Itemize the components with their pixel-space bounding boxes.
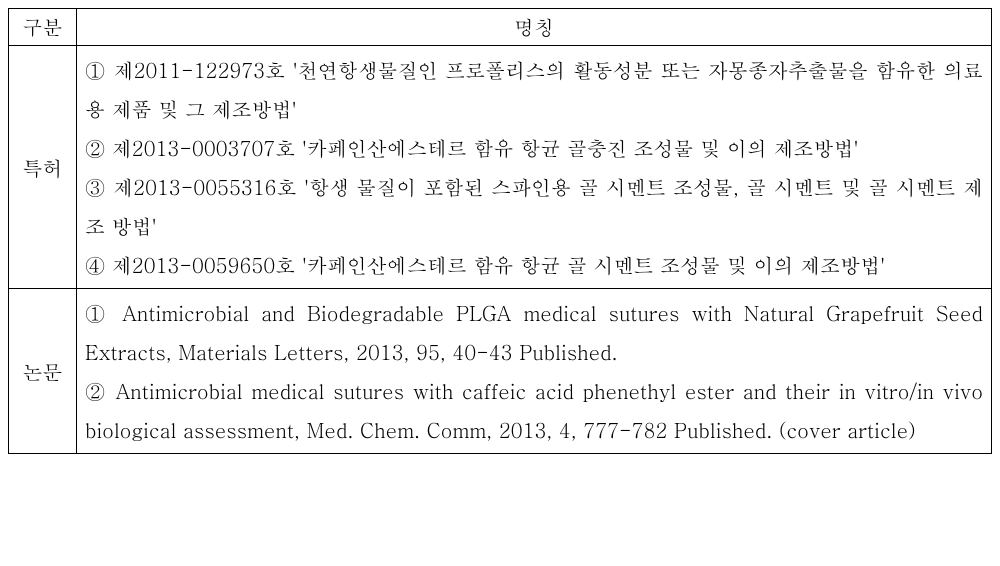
table-row: 논문 ① Antimicrobial and Biodegradable PLG… [9, 289, 992, 454]
patent-item-2: ② 제2013-0003707호 '카페인산에스테르 함유 항균 골충진 조성물… [85, 128, 983, 167]
patent-item-3: ③ 제2013-0055316호 '항생 물질이 포함된 스파인용 골 시멘트 … [85, 167, 983, 245]
patent-item-1: ① 제2011-122973호 '천연항생물질인 프로폴리스의 활동성분 또는 … [85, 50, 983, 128]
content-table: 구분 명칭 특허 ① 제2011-122973호 '천연항생물질인 프로폴리스의… [8, 8, 992, 454]
row-content-paper: ① Antimicrobial and Biodegradable PLGA m… [77, 289, 992, 454]
row-label-paper: 논문 [9, 289, 77, 454]
table-row: 특허 ① 제2011-122973호 '천연항생물질인 프로폴리스의 활동성분 … [9, 46, 992, 289]
table-header-row: 구분 명칭 [9, 9, 992, 46]
header-category: 구분 [9, 9, 77, 46]
paper-item-2: ② Antimicrobial medical sutures with caf… [85, 371, 983, 449]
patent-item-4: ④ 제2013-0059650호 '카페인산에스테르 함유 항균 골 시멘트 조… [85, 245, 983, 284]
row-label-patent: 특허 [9, 46, 77, 289]
paper-item-1: ① Antimicrobial and Biodegradable PLGA m… [85, 293, 983, 371]
row-content-patent: ① 제2011-122973호 '천연항생물질인 프로폴리스의 활동성분 또는 … [77, 46, 992, 289]
header-name: 명칭 [77, 9, 992, 46]
